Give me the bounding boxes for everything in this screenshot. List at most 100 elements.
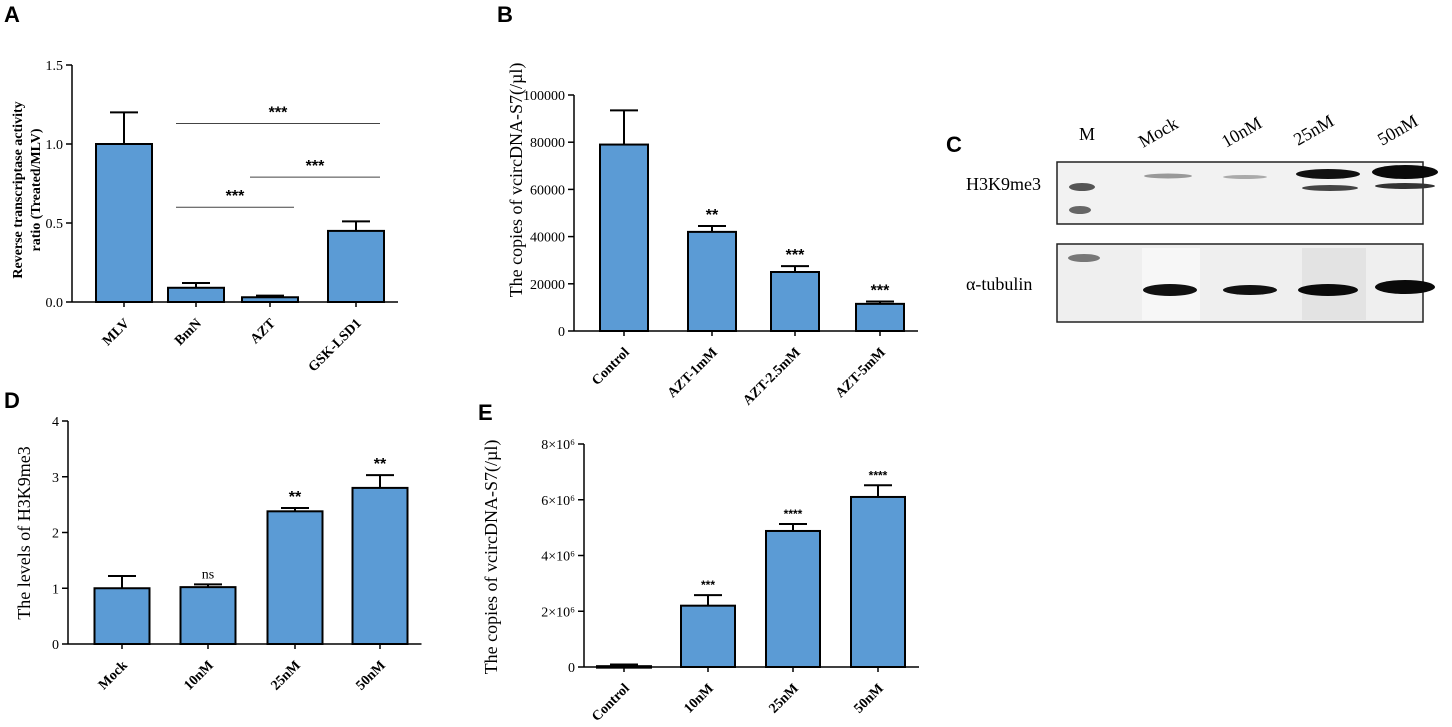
chart-d-bar (179, 586, 237, 646)
band-50nm-tub (1375, 280, 1435, 294)
chart-d-ytick-label: 0 (52, 638, 59, 653)
band-10nm-tub (1223, 285, 1277, 295)
chart-a-comparison-label: *** (269, 104, 288, 121)
chart-a-bar (241, 296, 299, 304)
chart-e-category-label: 50nM (851, 681, 886, 716)
band-25nm-h3-lower (1302, 185, 1358, 191)
band-25nm-tub (1298, 284, 1358, 296)
band-25nm-h3 (1296, 169, 1360, 179)
chart-a-ylabel-line2: ratio (Treated/MLV) (29, 128, 44, 251)
chart-d-ylabel: The levels of H3K9me3 (14, 446, 34, 619)
band-50nm-h3 (1372, 165, 1438, 179)
chart-d-significance: ns (202, 567, 214, 582)
chart-d-bar (266, 510, 324, 645)
chart-b-bar (855, 302, 905, 332)
chart-d-ytick-label: 4 (52, 415, 59, 430)
chart-d-significance: ** (374, 456, 387, 473)
chart-a-category-label: GSK-LSD1 (306, 316, 365, 375)
chart-a-comparison-label: *** (306, 158, 325, 175)
chart-e-category-label: 25nM (766, 681, 801, 716)
blot-lane-25nm: 25nM (1290, 111, 1337, 150)
chart-e-category-label: 10nM (681, 681, 716, 716)
panel-label-d: D (4, 388, 20, 413)
chart-b-ytick-label: 0 (558, 325, 565, 340)
blot-lane-mock: Mock (1135, 113, 1181, 151)
chart-d-category-label: 10nM (181, 658, 216, 693)
chart-a-ytick-label: 0.5 (46, 217, 64, 232)
chart-e-bar (850, 495, 906, 668)
chart-d: 0 1 2 3 4 Mock 10nM ns 25nM ** 50nM ** (52, 415, 422, 694)
western-blot: M Mock 10nM 25nM 50nM H3K9me3 α-tubulin (966, 111, 1438, 323)
chart-d-ytick-label: 1 (52, 582, 59, 597)
band-10nm-h3 (1223, 175, 1267, 179)
band-marker-tub (1068, 254, 1100, 262)
chart-b-significance: *** (871, 283, 890, 300)
blot-membrane-h3k9me3 (1056, 161, 1424, 225)
chart-e-ytick-label: 0 (568, 661, 575, 676)
chart-a-category-label: AZT (248, 316, 279, 347)
chart-b: 0 20000 40000 60000 80000 100000 Control AZT-1m… (523, 89, 918, 409)
chart-e-significance: **** (869, 468, 888, 482)
chart-d-ytick-label: 2 (52, 527, 59, 542)
chart-e-ytick-label: 6×10⁶ (541, 494, 575, 509)
blot-lane-10nm: 10nM (1218, 113, 1265, 152)
band-marker-2 (1069, 206, 1091, 214)
band-mock-h3 (1144, 173, 1192, 179)
chart-e-ylabel: The copies of vcircDNA-S7(/µl) (481, 440, 502, 675)
chart-e-significance: **** (784, 507, 803, 521)
chart-a-ylabel-line1: Reverse transcriptase activity (11, 101, 26, 278)
chart-b-significance: *** (786, 247, 805, 264)
chart-d-ytick-label: 3 (52, 471, 59, 486)
lane-smear-mock (1142, 248, 1200, 320)
chart-e-ytick-label: 4×10⁶ (541, 550, 575, 565)
chart-a-category-label: MLV (100, 316, 133, 349)
panel-label-b: B (497, 2, 513, 27)
chart-d-category-label: Mock (96, 658, 131, 693)
chart-b-ytick-label: 100000 (523, 89, 565, 104)
chart-b-significance: ** (706, 207, 719, 224)
blot-membrane-tubulin (1056, 243, 1424, 323)
lane-smear-25nm (1302, 248, 1366, 320)
chart-b-ytick-label: 60000 (530, 183, 565, 198)
band-marker-1 (1069, 183, 1095, 191)
chart-a-bar (95, 143, 153, 303)
chart-a: 0.0 0.5 1.0 1.5 MLV BmN AZT GSK-LSD1 *** *** *** (46, 59, 398, 375)
chart-a-ytick-label: 0.0 (46, 296, 64, 311)
chart-b-category-label: AZT-1mM (665, 345, 721, 401)
band-50nm-h3-lower (1375, 183, 1435, 189)
chart-e: 0 2×10⁶ 4×10⁶ 6×10⁶ 8×10⁶ Control 10nM *** 25nM *… (541, 438, 919, 725)
chart-e-ytick-label: 8×10⁶ (541, 438, 575, 453)
chart-a-ytick-label: 1.5 (46, 59, 64, 74)
chart-a-comparison-label: *** (226, 188, 245, 205)
panel-label-c: C (946, 132, 962, 157)
chart-b-ylabel: The copies of vcircDNA-S7(/µl) (506, 63, 527, 298)
chart-d-category-label: 50nM (353, 658, 388, 693)
chart-b-ytick-label: 80000 (530, 136, 565, 151)
chart-b-category-label: AZT-5mM (833, 345, 889, 401)
chart-b-bar (687, 230, 737, 333)
chart-b-category-label: Control (589, 345, 633, 389)
chart-b-bar (599, 143, 649, 332)
chart-e-bar (680, 604, 736, 668)
chart-d-category-label: 25nM (268, 658, 303, 693)
chart-e-ytick-label: 2×10⁶ (541, 605, 575, 620)
panel-label-e: E (478, 400, 493, 425)
chart-a-bar (327, 229, 385, 303)
chart-e-category-label: Control (589, 681, 633, 725)
chart-a-ytick-label: 1.0 (46, 138, 64, 153)
chart-e-bar (765, 529, 821, 668)
band-mock-tub (1143, 284, 1197, 296)
blot-lane-50nm: 50nM (1374, 111, 1421, 150)
chart-d-significance: ** (289, 489, 302, 506)
chart-b-category-label: AZT-2.5mM (741, 345, 804, 408)
panel-label-a: A (4, 2, 20, 27)
chart-e-significance: *** (701, 578, 715, 592)
chart-d-bar (93, 587, 151, 645)
blot-lane-m: M (1079, 124, 1095, 144)
blot-row-h3k9me3: H3K9me3 (966, 174, 1041, 194)
chart-b-bar (770, 271, 820, 332)
chart-b-ytick-label: 20000 (530, 278, 565, 293)
chart-a-category-label: BmN (172, 316, 205, 349)
chart-b-ytick-label: 40000 (530, 231, 565, 246)
